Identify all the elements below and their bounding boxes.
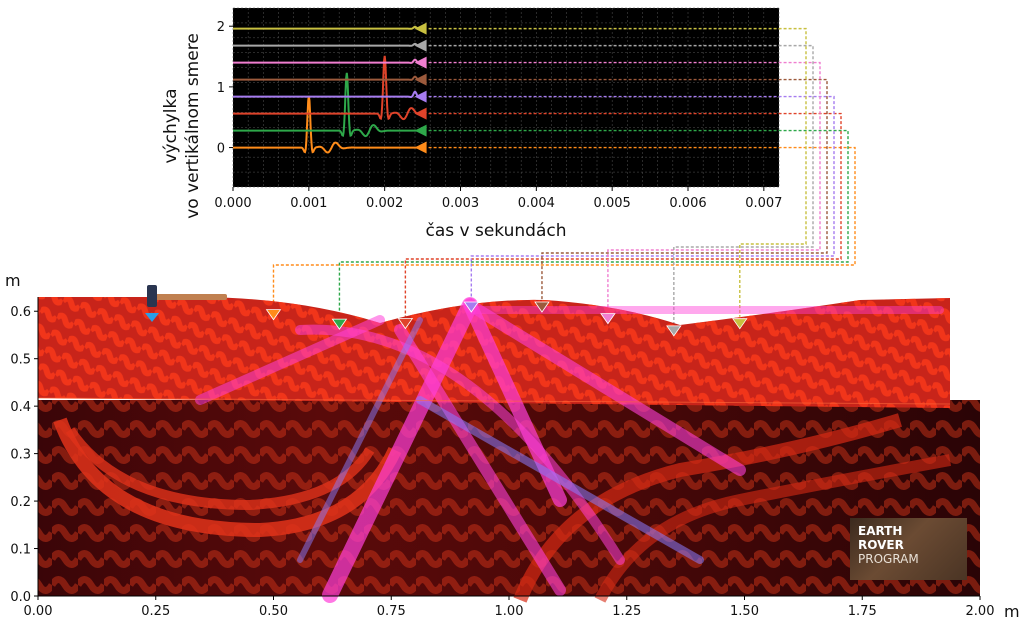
logo-line3: PROGRAM	[858, 552, 919, 566]
y-tick-label: 1	[217, 81, 225, 96]
wavefield-y-unit-label: m	[5, 271, 21, 290]
x-tick-label: 0.25	[141, 604, 170, 619]
trace-line	[233, 42, 423, 47]
x-tick-label: 0.004	[518, 196, 555, 211]
x-tick-label: 0.002	[366, 196, 403, 211]
trace-line	[233, 95, 423, 154]
receiver-marker	[732, 318, 748, 330]
connector-line	[428, 95, 835, 300]
trace-line	[233, 72, 423, 138]
receiver-marker	[666, 325, 682, 337]
x-tick-label: 0.006	[669, 196, 706, 211]
trace-line	[233, 55, 423, 121]
y-tick-label: 0.1	[10, 543, 31, 558]
seismogram-y-ticks: 0 1 2	[217, 20, 233, 157]
trace-line	[233, 58, 423, 64]
trace-line	[233, 90, 423, 98]
connector-line	[428, 61, 821, 312]
trace-end-marker	[414, 90, 427, 103]
lower-wave-arcs	[53, 413, 952, 603]
seismogram-x-ticks: 0.000 0.001 0.002 0.003 0.004 0.005 0.006 0.007	[214, 187, 782, 211]
receiver-marker	[265, 309, 282, 321]
receiver-markers	[265, 301, 748, 337]
x-tick-label: 1.25	[612, 604, 641, 619]
y-tick-label: 0.0	[10, 590, 31, 605]
seismogram-y-axis-title: výchylka	[161, 89, 181, 164]
receiver-marker	[463, 301, 480, 313]
hammer-icon	[145, 285, 227, 322]
x-tick-label: 0.75	[377, 604, 406, 619]
x-tick-label: 0.50	[259, 604, 288, 619]
logo-line1: EARTH	[858, 524, 903, 538]
connector-line	[428, 44, 814, 324]
x-tick-label: 1.00	[495, 604, 524, 619]
wavefield-x-unit-label: m	[1004, 602, 1020, 621]
connector-line	[404, 112, 842, 317]
x-tick-label: 1.75	[848, 604, 877, 619]
logo-line2: ROVER	[858, 538, 904, 552]
y-tick-label: 0.4	[10, 400, 31, 415]
seismogram-y-axis-title-line2: vo vertikálnom smere	[183, 33, 203, 219]
x-tick-label: 2.00	[966, 604, 995, 619]
x-tick-label: 0.00	[24, 604, 53, 619]
connector-line	[428, 27, 807, 317]
trace-end-marker	[414, 141, 427, 154]
earth-rover-program-logo: EARTH ROVER PROGRAM	[850, 518, 967, 580]
connector-line	[428, 78, 828, 300]
y-tick-label: 2	[217, 20, 225, 35]
trace-line	[233, 75, 423, 81]
seismogram-chart: 0.000 0.001 0.002 0.003 0.004 0.005 0.006 0.007…	[161, 7, 782, 241]
layer-boundary	[37, 397, 951, 405]
wavefield-chart: 0.00 0.25 0.50 0.75 1.00 1.25 1.50 1.75 2.00 0.0…	[5, 271, 1020, 621]
wavefield-y-ticks: 0.0 0.1 0.2 0.3 0.4 0.5 0.6	[10, 305, 38, 605]
seismogram-x-axis-title: čas v sekundách	[425, 221, 566, 241]
trace-end-marker	[414, 22, 427, 35]
trace-line	[233, 25, 423, 30]
trace-end-marker	[414, 107, 427, 120]
y-tick-label: 0.5	[10, 353, 31, 368]
y-tick-label: 0	[217, 142, 225, 157]
x-tick-label: 0.001	[290, 196, 327, 211]
trace-end-marker	[414, 124, 427, 137]
receiver-marker	[600, 313, 616, 325]
receiver-marker	[534, 301, 550, 313]
x-tick-label: 0.003	[442, 196, 479, 211]
x-tick-label: 0.005	[594, 196, 631, 211]
receiver-connectors	[272, 27, 856, 324]
trace-end-marker	[414, 56, 427, 69]
connector-line	[338, 129, 849, 318]
y-tick-label: 0.6	[10, 305, 31, 320]
receiver-marker	[331, 318, 348, 330]
trace-end-marker	[414, 39, 427, 52]
x-tick-label: 1.50	[730, 604, 759, 619]
wavefield-x-ticks: 0.00 0.25 0.50 0.75 1.00 1.25 1.50 1.75 2.00	[24, 596, 995, 619]
y-tick-label: 0.2	[10, 495, 31, 510]
receiver-marker	[397, 318, 414, 330]
seismogram-traces	[233, 22, 427, 154]
trace-end-marker	[414, 73, 427, 86]
x-tick-label: 0.007	[745, 196, 782, 211]
pink-wave-rays	[195, 297, 944, 603]
x-tick-label: 0.000	[214, 196, 251, 211]
y-tick-label: 0.3	[10, 448, 31, 463]
